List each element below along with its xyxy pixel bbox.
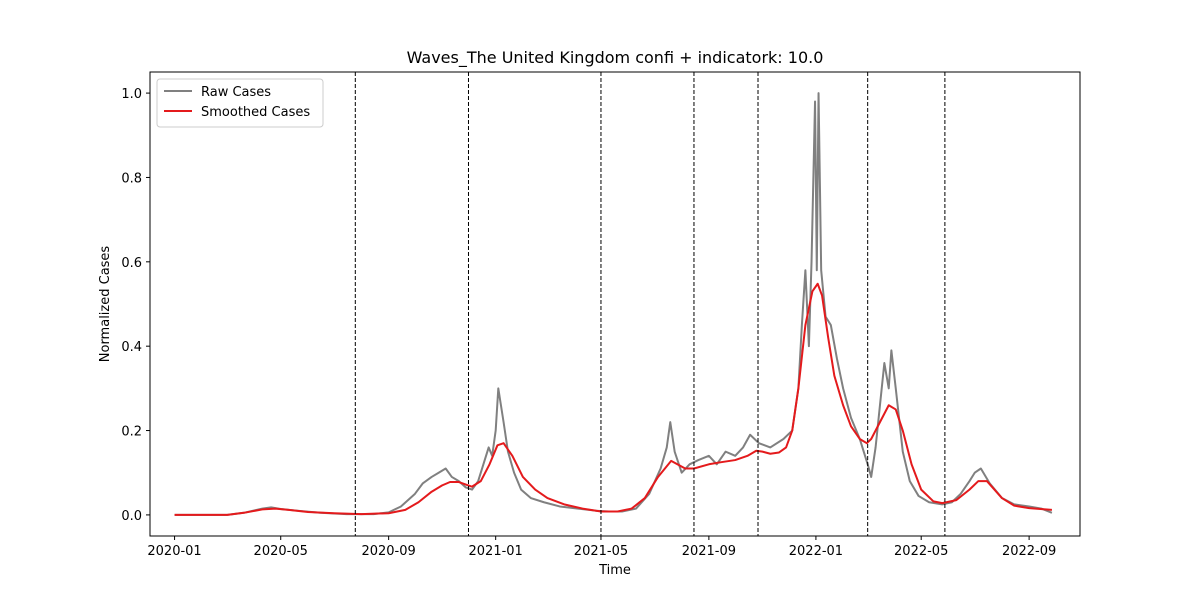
x-tick-label: 2021-09 [682, 544, 736, 559]
x-tick-label: 2020-05 [254, 544, 308, 559]
y-tick-label: 1.0 [121, 87, 142, 102]
series-line-smoothed-cases [174, 282, 1052, 516]
axes-frame [149, 71, 1081, 537]
series-line-raw-cases [174, 92, 1053, 516]
y-tick-label: 0.0 [121, 509, 142, 524]
y-axis-label: Normalized Cases [98, 246, 113, 363]
y-tick-label: 0.2 [121, 425, 142, 440]
x-tick-label: 2021-05 [574, 544, 628, 559]
x-tick-label: 2022-01 [789, 544, 843, 559]
legend-box [156, 78, 324, 128]
x-tick-label: 2022-09 [1002, 544, 1056, 559]
legend-label-smoothed-cases: Smoothed Cases [201, 105, 310, 120]
x-tick-label: 2022-05 [894, 544, 948, 559]
x-tick-label: 2021-01 [469, 544, 523, 559]
legend: Raw Cases Smoothed Cases [156, 78, 324, 128]
legend-label-raw-cases: Raw Cases [201, 85, 271, 100]
y-tick-label: 0.8 [121, 171, 142, 186]
y-tick-label: 0.4 [121, 340, 142, 355]
x-tick-label: 2020-01 [147, 544, 201, 559]
plot-area [174, 72, 1053, 536]
y-tick-label: 0.6 [121, 256, 142, 271]
y-axis: 0.0 0.2 0.4 0.6 0.8 1.0 [121, 87, 150, 524]
x-axis: 2020-01 2020-05 2020-09 2021-01 2021-05 2021-… [147, 536, 1056, 559]
chart-title: Waves_The United Kingdom confi + indicat… [407, 48, 824, 68]
x-tick-label: 2020-09 [361, 544, 415, 559]
x-axis-label: Time [598, 563, 631, 578]
